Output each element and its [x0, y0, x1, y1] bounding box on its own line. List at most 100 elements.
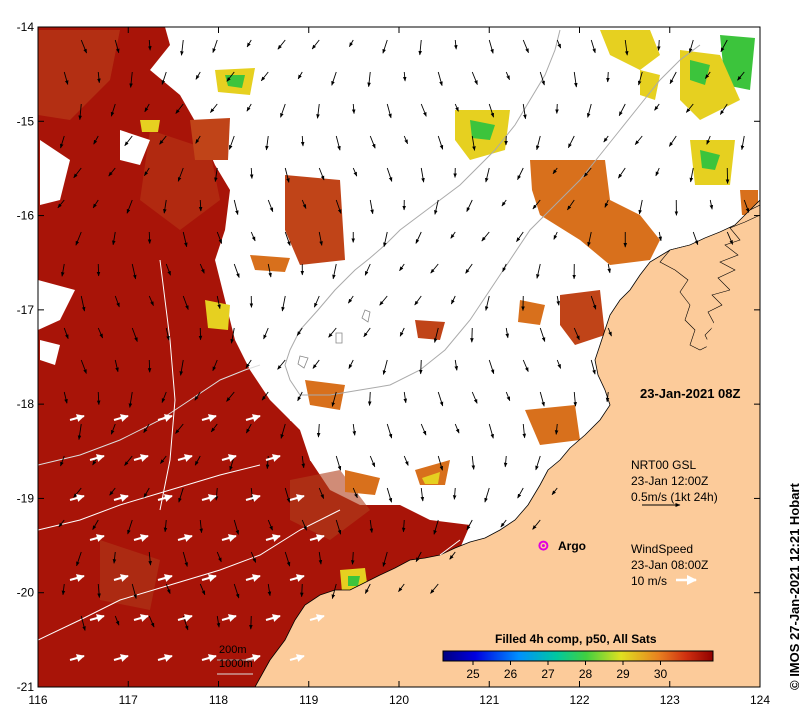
current-arrow [420, 487, 425, 502]
current-arrow [233, 263, 240, 279]
current-arrow [165, 583, 171, 594]
current-arrow [114, 615, 120, 626]
current-arrow [300, 583, 304, 598]
current-arrow [567, 199, 575, 211]
wind-arrow [289, 414, 305, 422]
current-arrow [573, 391, 577, 407]
current-arrow [552, 167, 558, 175]
current-arrow [450, 231, 456, 239]
current-arrow [131, 327, 138, 342]
current-arrow [726, 231, 734, 245]
wind-arrow [177, 454, 193, 462]
current-arrow [553, 231, 558, 240]
current-arrow [161, 391, 167, 403]
current-arrow [347, 295, 354, 304]
current-arrow [109, 487, 116, 496]
wind-arrow [201, 414, 217, 422]
current-arrow [260, 71, 269, 82]
current-arrow [228, 135, 235, 150]
current-legend-time: 23-Jan 12:00Z [631, 474, 709, 488]
current-arrow [655, 167, 660, 177]
current-arrow [654, 103, 660, 111]
wind-arrow [69, 414, 85, 422]
current-arrow [195, 71, 201, 80]
current-arrow [114, 39, 120, 54]
date-label: 23-Jan-2021 08Z [640, 386, 741, 401]
current-arrow [573, 327, 580, 341]
wind-arrow [245, 414, 261, 422]
current-arrow [607, 327, 612, 337]
current-arrow [246, 103, 252, 112]
current-arrow [284, 231, 291, 246]
current-arrow [61, 583, 66, 596]
current-arrow [522, 423, 527, 439]
wind-legend-scale: 10 m/s [631, 574, 668, 588]
isobath-200m [284, 29, 701, 396]
wind-vectors [69, 414, 325, 662]
current-arrow [535, 135, 541, 151]
current-arrow [318, 487, 325, 499]
current-arrow [501, 199, 507, 207]
current-arrow [554, 423, 559, 435]
current-arrow [704, 71, 711, 79]
current-arrow [590, 359, 596, 375]
current-arrow [60, 455, 65, 467]
wind-arrow [89, 454, 105, 462]
current-arrow [420, 167, 425, 183]
current-arrow [128, 391, 133, 408]
current-arrow [488, 39, 494, 54]
current-arrow [692, 231, 699, 246]
current-arrow [148, 295, 154, 307]
current-arrow [165, 263, 171, 276]
lat-tick-label: -19 [17, 491, 35, 505]
current-arrow [194, 391, 201, 401]
current-arrow [420, 103, 427, 117]
current-arrow [335, 135, 341, 151]
current-arrow [335, 199, 342, 214]
current-arrow [80, 295, 86, 312]
current-arrow [386, 103, 392, 119]
current-arrow [328, 327, 337, 338]
current-arrow [80, 39, 87, 54]
argo-marker [538, 540, 549, 551]
lon-tick-label: 123 [660, 693, 680, 707]
current-arrow [481, 231, 490, 242]
current-arrow [466, 519, 473, 531]
current-arrow [532, 519, 541, 530]
lon-tick-label: 119 [299, 693, 318, 707]
current-arrow [210, 423, 218, 433]
wind-arrow [113, 414, 129, 422]
current-arrow [335, 519, 342, 535]
current-arrow [484, 487, 490, 503]
wind-arrow [309, 534, 325, 542]
current-arrow [148, 551, 152, 566]
current-arrow [485, 167, 490, 183]
wind-arrow [265, 534, 281, 542]
current-arrow [80, 615, 86, 631]
current-arrow [110, 103, 116, 117]
current-arrow [96, 391, 101, 406]
current-arrow [688, 39, 694, 54]
current-arrow [386, 167, 393, 182]
current-arrow [466, 199, 473, 212]
current-arrow [57, 199, 65, 209]
current-arrow [709, 199, 714, 210]
wind-arrow [133, 534, 149, 542]
current-arrow [437, 71, 443, 87]
current-arrow [114, 359, 119, 373]
current-arrow [265, 455, 270, 470]
current-arrow [556, 39, 562, 49]
lon-axis: 116 117 118 119 120 121 122 123 124 [28, 27, 770, 707]
current-arrow [369, 199, 374, 215]
current-arrow [403, 391, 408, 404]
wind-arrow [157, 574, 173, 582]
current-arrow [737, 71, 745, 81]
current-arrow [214, 167, 218, 183]
current-arrow [179, 359, 184, 376]
wind-arrow [133, 614, 149, 622]
current-arrow [364, 583, 371, 594]
current-arrow [92, 199, 99, 209]
current-arrow [318, 231, 323, 246]
current-arrow [352, 487, 358, 499]
wind-arrow [89, 614, 105, 622]
